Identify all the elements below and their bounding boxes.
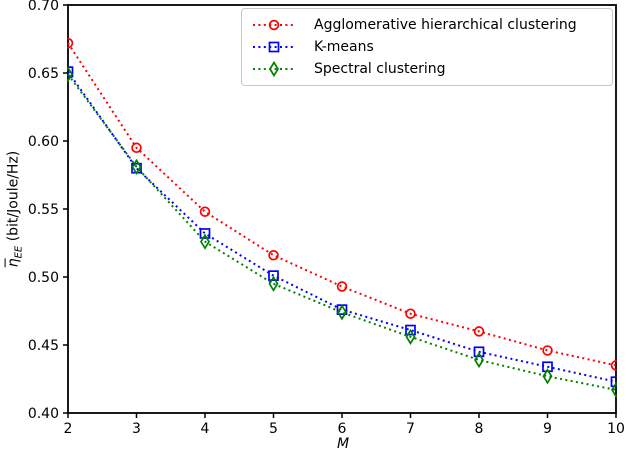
square-marker <box>405 324 416 336</box>
legend-item-kmeans: K-means <box>252 36 602 58</box>
circle-marker <box>405 308 416 319</box>
series-line-2 <box>67 73 617 391</box>
y-tick-label: 0.45 <box>28 338 59 354</box>
legend-sample-blue-square-icon <box>253 41 295 53</box>
x-tick-label: 5 <box>269 421 278 437</box>
y-tick-label: 0.40 <box>28 406 59 422</box>
series-line-1 <box>67 71 617 383</box>
diamond-marker <box>269 61 279 77</box>
circle-marker <box>473 326 485 337</box>
square-marker <box>473 346 485 358</box>
circle-marker <box>542 345 553 356</box>
circle-marker <box>268 249 279 261</box>
legend-item-agglomerative: Agglomerative hierarchical clustering <box>252 14 602 36</box>
circle-marker <box>336 281 348 292</box>
x-tick-label: 3 <box>132 421 141 437</box>
square-marker <box>610 376 617 388</box>
diamond-marker <box>542 368 553 385</box>
circle-marker <box>268 19 280 31</box>
ylabel-units: (bit/Joule/Hz) <box>5 150 22 246</box>
legend-label: Agglomerative hierarchical clustering <box>314 17 577 33</box>
y-tick-label: 0.50 <box>28 270 59 286</box>
x-tick-label: 7 <box>406 421 415 437</box>
circle-marker <box>199 206 211 217</box>
diamond-marker <box>200 233 210 250</box>
x-axis-label: M <box>336 436 350 452</box>
legend-sample-red-circle-icon <box>253 19 295 31</box>
legend-label: K-means <box>314 39 374 55</box>
y-tick-label: 0.60 <box>28 134 59 150</box>
x-tick-label: 8 <box>475 421 484 437</box>
y-axis-label: ηEE (bit/Joule/Hz) <box>6 151 25 268</box>
legend-item-spectral: Spectral clustering <box>252 58 602 80</box>
diamond-marker <box>474 351 484 369</box>
series-line-0 <box>67 42 617 367</box>
ylabel-subscript: EE <box>13 245 25 259</box>
diamond-marker <box>405 328 416 345</box>
circle-marker <box>610 360 617 371</box>
x-tick-label: 9 <box>543 421 552 437</box>
square-marker <box>199 228 211 239</box>
series-group <box>67 37 617 399</box>
legend-label: Spectral clustering <box>314 61 446 77</box>
x-tick-label: 10 <box>607 421 625 437</box>
diamond-marker <box>268 275 279 292</box>
diamond-marker <box>67 66 73 83</box>
ylabel-eta-symbol: η <box>5 258 22 268</box>
diamond-marker <box>337 304 347 321</box>
legend: Agglomerative hierarchical clustering K-… <box>241 8 613 86</box>
y-tick-label: 0.65 <box>28 66 59 82</box>
x-tick-label: 2 <box>64 421 73 437</box>
x-tick-label: 4 <box>201 421 210 437</box>
circle-marker <box>131 142 142 154</box>
square-marker <box>268 270 279 281</box>
y-tick-label: 0.55 <box>28 202 59 218</box>
diamond-marker <box>131 158 142 175</box>
diamond-marker <box>611 381 617 399</box>
y-tick-label: 0.70 <box>28 0 59 14</box>
circle-marker <box>67 37 74 49</box>
square-marker <box>268 41 280 53</box>
x-tick-label: 6 <box>338 421 347 437</box>
legend-sample-green-diamond-icon <box>253 61 295 77</box>
